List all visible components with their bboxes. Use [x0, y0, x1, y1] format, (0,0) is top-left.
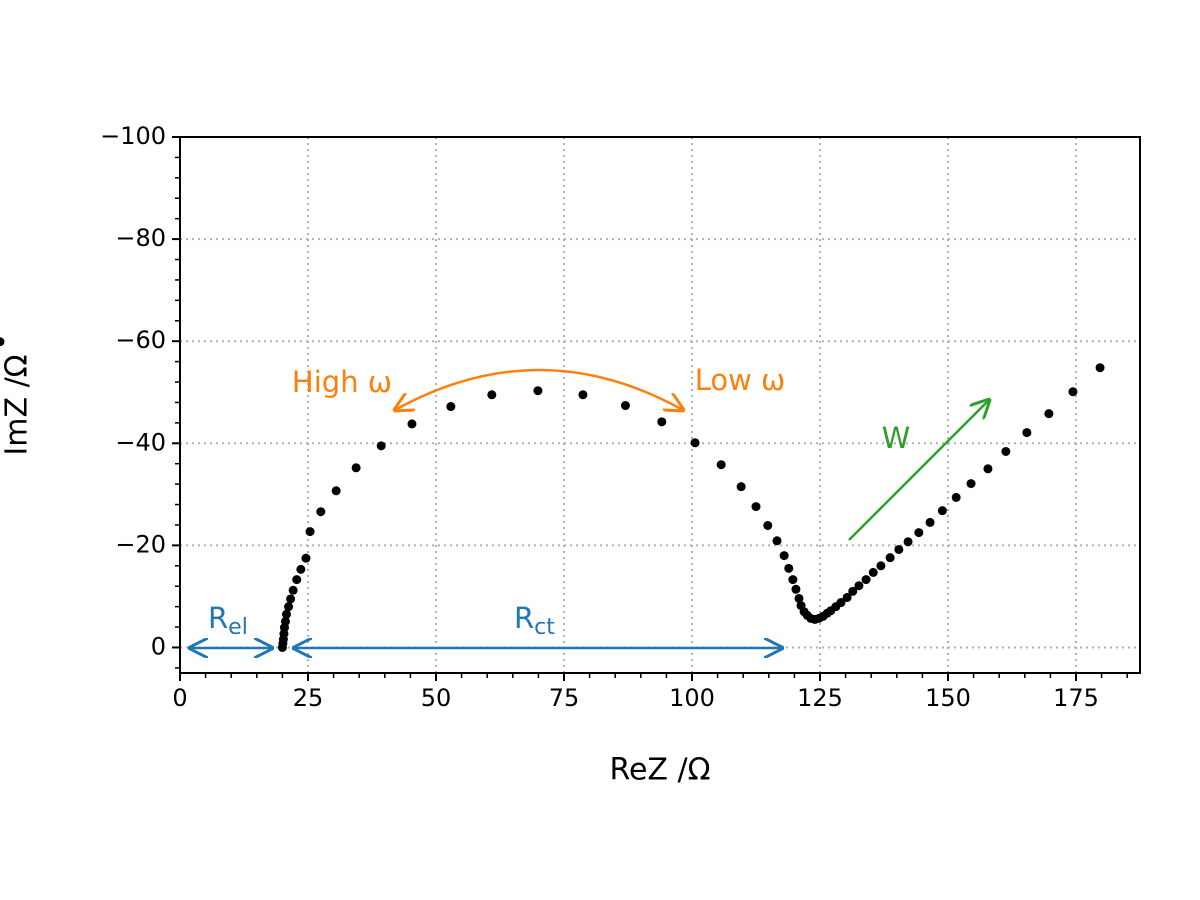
annotation: Low ω: [695, 363, 786, 397]
data-point: [296, 564, 306, 574]
y-tick-label: −100: [100, 122, 166, 150]
data-point: [690, 438, 700, 448]
data-point: [763, 520, 773, 530]
data-point: [854, 581, 864, 591]
x-tick-label: 150: [925, 684, 971, 712]
data-point: [794, 593, 804, 603]
data-point: [885, 553, 895, 563]
data-point: [446, 402, 456, 412]
data-point: [914, 528, 924, 538]
data-point: [376, 441, 386, 451]
data-point: [301, 553, 311, 563]
annotation-sub: el: [228, 615, 248, 640]
data-point: [331, 486, 341, 496]
x-tick-label: 100: [669, 684, 715, 712]
data-point: [288, 585, 298, 595]
data-point: [657, 417, 667, 427]
data-point: [716, 460, 726, 470]
x-tick-label: 25: [293, 684, 324, 712]
data-point: [1095, 363, 1105, 373]
annotation: W: [882, 421, 911, 455]
data-point: [951, 492, 961, 502]
data-point: [1022, 428, 1032, 438]
data-point: [868, 567, 878, 577]
x-tick-label: 50: [421, 684, 452, 712]
data-point: [836, 598, 846, 608]
data-point: [848, 586, 858, 596]
annotation: High ω: [292, 365, 392, 399]
data-point: [894, 544, 904, 554]
data-point: [351, 463, 361, 473]
y-tick-label: −60: [115, 326, 166, 354]
data-point: [0, 337, 5, 347]
y-tick-label: −40: [115, 428, 166, 456]
warburg-arrow: [848, 400, 989, 541]
data-point: [281, 609, 291, 619]
data-point: [1068, 387, 1078, 397]
data-point: [284, 602, 294, 612]
grid: [179, 136, 1140, 673]
data-point: [937, 506, 947, 516]
x-tick-label: 125: [797, 684, 843, 712]
frequency-arrow: [395, 368, 683, 410]
x-axis-label: ReZ /Ω: [609, 753, 710, 788]
y-tick-label: −20: [115, 530, 166, 558]
data-point: [487, 390, 497, 400]
data-point: [791, 584, 801, 594]
y-tick-label: −80: [115, 224, 166, 252]
x-tick-label: 75: [549, 684, 580, 712]
data-point: [280, 616, 290, 626]
data-point: [305, 527, 315, 537]
annotation: Rel: [208, 601, 248, 640]
data-point: [578, 390, 588, 400]
x-tick-label: 0: [172, 684, 187, 712]
x-tick-label: 175: [1053, 684, 1099, 712]
data-point: [861, 575, 871, 585]
data-point: [983, 464, 993, 474]
y-tick-label: 0: [151, 632, 166, 660]
data-point: [903, 537, 913, 547]
data-point: [736, 482, 746, 492]
data-point: [292, 575, 302, 585]
data-point: [925, 517, 935, 527]
data-point: [533, 386, 543, 396]
plot-frame: [179, 136, 1141, 674]
data-point: [842, 592, 852, 602]
data-point: [620, 401, 630, 411]
data-point: [779, 551, 789, 561]
data-point: [407, 419, 417, 429]
data-point: [286, 594, 296, 604]
data-point: [876, 561, 886, 571]
annotation-sub: ct: [534, 615, 555, 640]
data-point: [1044, 409, 1054, 419]
y-axis-label: ImZ /Ω: [0, 354, 35, 455]
data-point: [772, 536, 782, 546]
data-point: [1001, 446, 1011, 456]
data-point: [966, 479, 976, 489]
data-point: [751, 502, 761, 512]
data-point: [788, 575, 798, 585]
annotation-text: R: [514, 601, 534, 635]
data-point: [316, 507, 326, 517]
annotation-text: R: [208, 601, 228, 635]
data-point: [784, 563, 794, 573]
annotation: Rct: [514, 601, 555, 640]
